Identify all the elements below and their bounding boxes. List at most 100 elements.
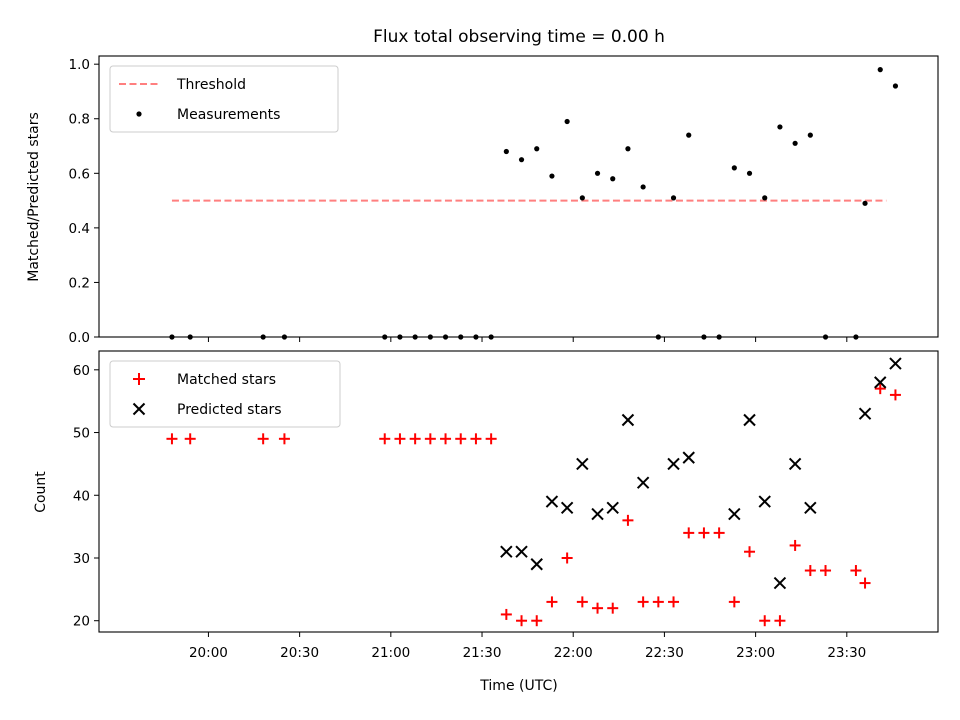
matched-star-marker [683,527,695,539]
matched-star-marker [278,433,290,445]
predicted-star-marker [889,357,902,370]
measurement-point [594,170,601,176]
matched-star-marker [874,383,886,395]
predicted-star-marker [682,451,695,464]
predicted-star-marker [758,495,771,508]
top-y-axis-label: Matched/Predicted stars [26,112,42,282]
bottom-y-tick-label: 60 [73,363,90,379]
measurement-point [625,146,631,152]
measurement-point [892,83,899,89]
chart-title: Flux total observing time = 0.00 h [373,27,665,47]
measurement-point [640,184,646,190]
measurement-point [877,67,883,73]
predicted-star-marker [743,413,756,427]
bottom-y-axis-label: Count [33,471,49,513]
matched-star-marker [774,615,786,627]
measurement-point [792,140,798,146]
predicted-legend-swatch [132,402,146,416]
matched-star-marker [637,596,649,608]
measurement-point [534,146,540,152]
predicted-star-marker [667,457,680,471]
bottom-y-tick-label: 20 [73,614,90,630]
predicted-legend-label: Predicted stars [177,402,282,418]
x-tick-label: 20:30 [280,645,319,661]
matched-star-marker [592,602,604,614]
bottom-panel-frame [98,350,939,633]
matched-star-marker [804,565,816,577]
predicted-star-marker [788,457,802,471]
bottom-y-ticks: 20 30 40 50 60 [73,363,99,630]
matched-star-marker [728,596,740,608]
top-y-tick-label: 0.0 [69,330,90,346]
x-tick-label: 21:00 [371,645,410,661]
matched-star-marker [698,527,710,539]
predicted-star-marker [858,407,872,420]
predicted-star-marker [560,501,574,515]
predicted-star-marker [804,501,817,515]
measurement-point [579,195,585,201]
measurement-point [610,176,616,182]
x-tick-label: 22:00 [554,645,593,661]
predicted-star-marker [874,376,887,389]
matched-legend-swatch [133,373,145,385]
predicted-star-marker [515,545,528,558]
matched-star-marker [455,433,467,445]
top-y-tick-label: 1.0 [69,57,90,73]
top-y-tick-label: 0.4 [69,221,90,237]
matched-star-marker [440,433,452,445]
matched-star-marker [394,433,406,445]
x-axis-label: Time (UTC) [479,678,557,694]
top-y-tick-label: 0.2 [69,275,90,291]
matched-star-marker [859,577,871,589]
matched-star-marker [744,546,756,558]
bottom-legend-box [109,360,341,428]
matched-star-marker [485,433,497,445]
top-x-ticks [207,337,848,342]
measurement-point [518,157,525,163]
matched-star-marker [668,596,680,608]
measurement-point [686,132,692,138]
predicted-star-marker [545,495,559,508]
measurement-point [762,195,768,201]
measurement-point [549,173,555,179]
top-panel-frame [98,55,939,338]
predicted-star-marker [773,576,787,590]
x-tick-label: 23:00 [736,645,775,661]
matched-stars-layer [166,383,901,627]
bottom-y-tick-label: 50 [73,426,90,442]
matched-star-marker [531,615,543,627]
measurement-point [731,165,737,171]
predicted-star-marker [728,507,741,521]
measurement-point [670,195,677,201]
x-tick-label: 20:00 [189,645,228,661]
matched-star-marker [820,565,832,577]
x-tick-label: 21:30 [463,645,502,661]
x-tick-label: 22:30 [645,645,684,661]
measurement-point [777,124,783,130]
bottom-x-ticks: 20:00 20:30 21:00 21:30 22:00 22:30 23:00 23:30 [189,632,866,661]
bottom-y-tick-label: 40 [73,488,90,504]
top-y-ticks: 0.0 0.2 0.4 0.6 0.8 1.0 [69,57,99,346]
matched-star-marker [713,527,725,539]
matched-star-marker [409,433,421,445]
bottom-legend: Matched stars Predicted stars [109,360,341,428]
measurements-legend-swatch [136,111,142,117]
x-tick-label: 23:30 [827,645,866,661]
matched-star-marker [166,433,178,445]
matched-star-marker [546,596,558,608]
predicted-star-marker [530,558,543,571]
matched-star-marker [500,608,512,620]
bottom-y-tick-label: 30 [73,551,90,567]
top-legend-box [109,65,339,133]
matched-star-marker [257,433,269,445]
matched-star-marker [470,433,482,445]
predicted-stars-layer [500,357,902,590]
measurement-point [746,170,753,176]
matched-star-marker [607,602,619,614]
matched-star-marker [850,565,862,577]
measurement-point [862,200,868,206]
matched-star-marker [424,433,436,445]
matched-star-marker [622,514,634,526]
bottom-panel: 20 30 40 50 60 20:00 20:30 21:00 21:30 22:00 22:3… [33,350,939,694]
